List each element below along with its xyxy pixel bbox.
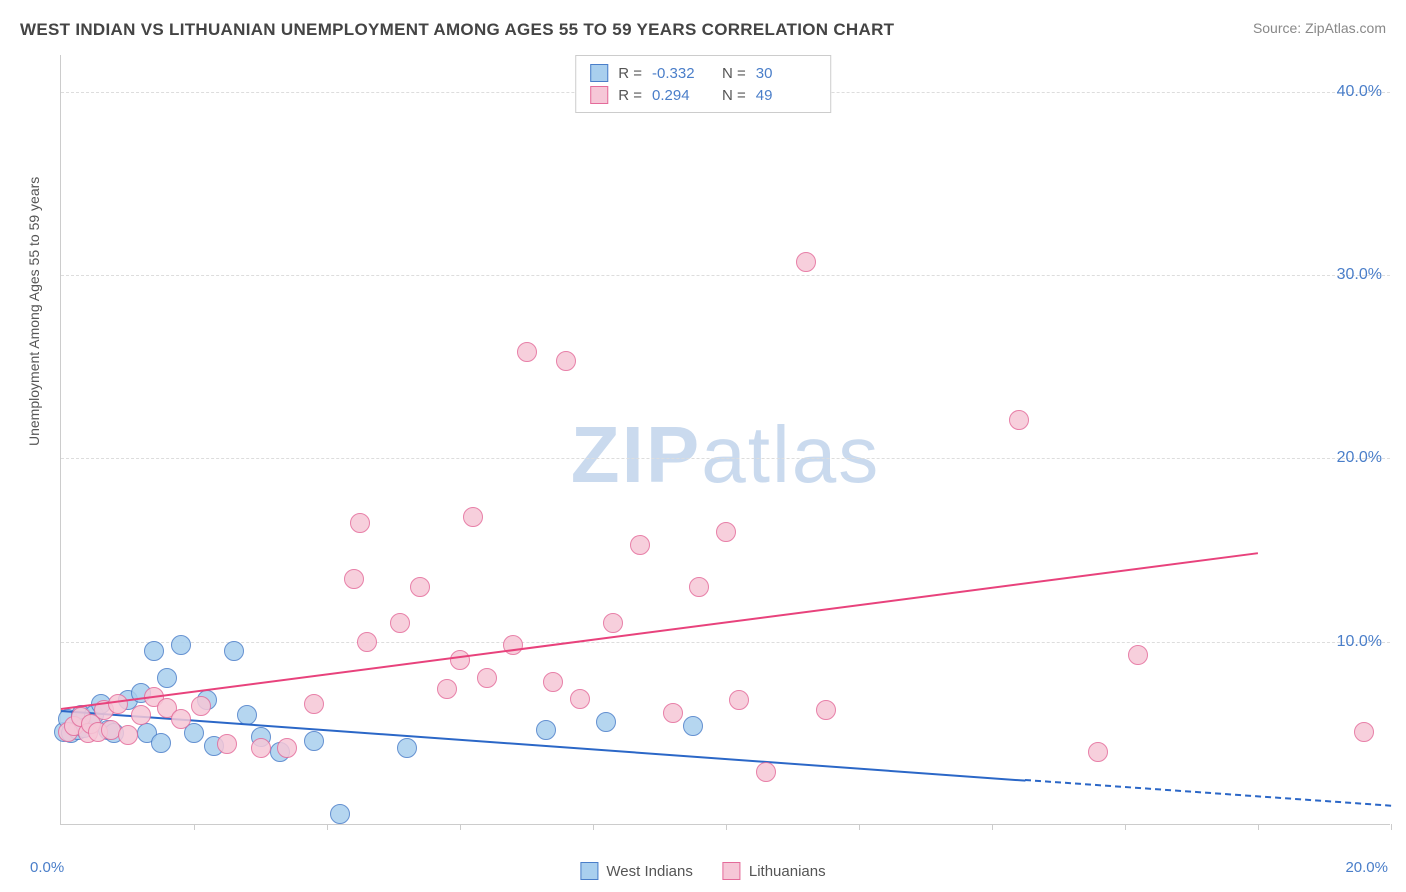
- data-point: [144, 641, 164, 661]
- y-tick-label: 20.0%: [1337, 449, 1382, 467]
- y-tick-label: 30.0%: [1337, 266, 1382, 284]
- x-tick: [1391, 824, 1392, 830]
- data-point: [477, 668, 497, 688]
- data-point: [171, 709, 191, 729]
- data-point: [390, 613, 410, 633]
- data-point: [191, 696, 211, 716]
- data-point: [118, 725, 138, 745]
- y-axis-label: Unemployment Among Ages 55 to 59 years: [26, 177, 42, 446]
- data-point: [330, 804, 350, 824]
- grid-line: [61, 275, 1390, 276]
- data-point: [556, 351, 576, 371]
- legend-swatch: [580, 862, 598, 880]
- trend-line: [1025, 779, 1391, 807]
- data-point: [157, 668, 177, 688]
- x-axis-origin-label: 0.0%: [30, 859, 64, 876]
- data-point: [816, 700, 836, 720]
- data-point: [729, 690, 749, 710]
- data-point: [304, 694, 324, 714]
- watermark: ZIPatlas: [571, 409, 880, 501]
- legend-item: West Indians: [580, 862, 692, 880]
- x-tick: [194, 824, 195, 830]
- legend-r-label: R =: [618, 87, 642, 104]
- data-point: [251, 738, 271, 758]
- x-tick: [1258, 824, 1259, 830]
- grid-line: [61, 642, 1390, 643]
- data-point: [517, 342, 537, 362]
- legend-swatch: [723, 862, 741, 880]
- swatch-series-0: [590, 64, 608, 82]
- legend-label: West Indians: [606, 863, 692, 880]
- data-point: [1009, 410, 1029, 430]
- legend-row-series-1: R = 0.294 N = 49: [590, 84, 816, 106]
- legend-label: Lithuanians: [749, 863, 826, 880]
- data-point: [410, 577, 430, 597]
- data-point: [663, 703, 683, 723]
- x-tick: [593, 824, 594, 830]
- chart-title: WEST INDIAN VS LITHUANIAN UNEMPLOYMENT A…: [20, 20, 894, 40]
- data-point: [596, 712, 616, 732]
- data-point: [217, 734, 237, 754]
- x-axis-max-label: 20.0%: [1345, 859, 1388, 876]
- x-tick: [859, 824, 860, 830]
- x-tick: [327, 824, 328, 830]
- data-point: [277, 738, 297, 758]
- data-point: [1128, 645, 1148, 665]
- legend-n-label: N =: [722, 87, 746, 104]
- legend-n-value-1: 49: [756, 87, 816, 104]
- data-point: [171, 635, 191, 655]
- legend-row-series-0: R = -0.332 N = 30: [590, 62, 816, 84]
- data-point: [463, 507, 483, 527]
- data-point: [716, 522, 736, 542]
- x-tick: [460, 824, 461, 830]
- data-point: [536, 720, 556, 740]
- data-point: [570, 689, 590, 709]
- legend-item: Lithuanians: [723, 862, 826, 880]
- legend-r-value-1: 0.294: [652, 87, 712, 104]
- swatch-series-1: [590, 86, 608, 104]
- correlation-legend: R = -0.332 N = 30 R = 0.294 N = 49: [575, 55, 831, 113]
- data-point: [108, 694, 128, 714]
- y-tick-label: 10.0%: [1337, 633, 1382, 651]
- x-tick: [1125, 824, 1126, 830]
- data-point: [151, 733, 171, 753]
- x-tick: [726, 824, 727, 830]
- series-legend: West Indians Lithuanians: [580, 862, 825, 880]
- source-attribution: Source: ZipAtlas.com: [1253, 20, 1386, 36]
- data-point: [630, 535, 650, 555]
- data-point: [224, 641, 244, 661]
- data-point: [437, 679, 457, 699]
- data-point: [603, 613, 623, 633]
- data-point: [344, 569, 364, 589]
- data-point: [543, 672, 563, 692]
- data-point: [1088, 742, 1108, 762]
- chart-plot-area: ZIPatlas 10.0% 20.0% 30.0% 40.0%: [60, 55, 1390, 825]
- legend-n-label: N =: [722, 65, 746, 82]
- legend-r-value-0: -0.332: [652, 65, 712, 82]
- legend-r-label: R =: [618, 65, 642, 82]
- data-point: [689, 577, 709, 597]
- data-point: [350, 513, 370, 533]
- data-point: [397, 738, 417, 758]
- data-point: [683, 716, 703, 736]
- data-point: [304, 731, 324, 751]
- data-point: [756, 762, 776, 782]
- trend-line: [61, 552, 1258, 710]
- data-point: [131, 705, 151, 725]
- grid-line: [61, 458, 1390, 459]
- data-point: [357, 632, 377, 652]
- legend-n-value-0: 30: [756, 65, 816, 82]
- data-point: [450, 650, 470, 670]
- data-point: [1354, 722, 1374, 742]
- y-tick-label: 40.0%: [1337, 83, 1382, 101]
- data-point: [796, 252, 816, 272]
- data-point: [503, 635, 523, 655]
- x-tick: [992, 824, 993, 830]
